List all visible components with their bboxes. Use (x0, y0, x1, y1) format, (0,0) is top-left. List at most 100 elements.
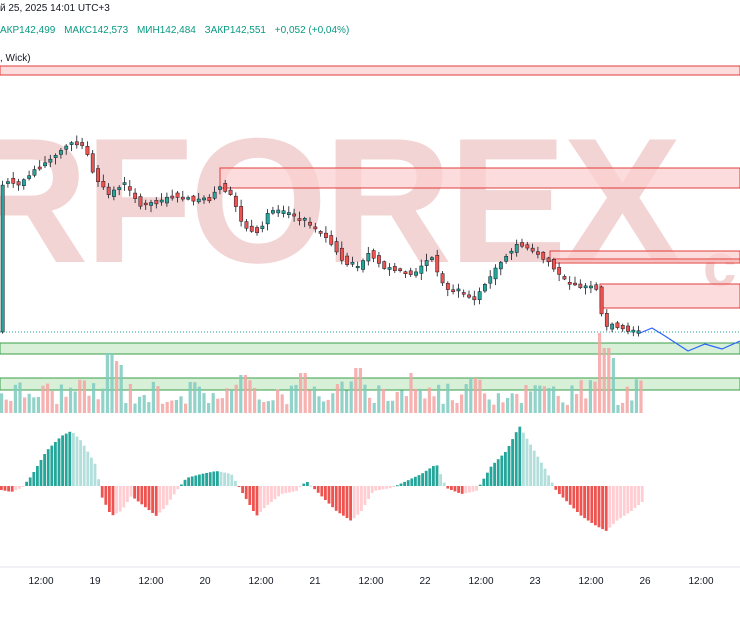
oscillator-bar (50, 445, 54, 486)
candle (292, 208, 297, 222)
oscillator-bar (97, 479, 100, 486)
oscillator-bar (309, 485, 313, 487)
candle-body (69, 142, 74, 145)
volume-bar (322, 401, 326, 413)
oscillator-bar (392, 486, 396, 487)
oscillator-bar (363, 486, 367, 505)
demand-zone (0, 342, 740, 355)
candle (202, 195, 206, 204)
oscillator-bar (46, 449, 50, 486)
oscillator-bar (543, 468, 547, 486)
candle (239, 199, 244, 227)
oscillator-bar (504, 452, 507, 486)
candle (536, 246, 540, 259)
volume-bar (556, 395, 560, 413)
volume-bar (211, 393, 215, 413)
oscillator-bar (424, 470, 428, 486)
candle (96, 165, 100, 187)
volume-bar (78, 379, 82, 413)
candle (477, 287, 482, 305)
candle-body (133, 192, 138, 199)
oscillator-bar (345, 486, 349, 519)
oscillator-bar (262, 486, 266, 509)
oscillator-bar (525, 438, 529, 486)
volume-bar (18, 382, 22, 413)
candle-body (96, 168, 100, 183)
candle-body (345, 255, 350, 265)
volume-bar (575, 394, 579, 413)
oscillator-bar (115, 486, 118, 514)
candle (456, 283, 461, 298)
candle (175, 191, 180, 203)
volume-bar (32, 397, 36, 413)
volume-bar (197, 386, 201, 413)
candle-body (424, 260, 429, 266)
candle-body (530, 247, 535, 252)
candle-body (573, 282, 577, 286)
oscillator-bar (133, 486, 136, 499)
candle (350, 256, 355, 268)
candle-body (461, 292, 466, 295)
candle-body (366, 253, 371, 262)
candle-body (419, 265, 424, 274)
candle (366, 246, 371, 266)
candle-body (212, 191, 217, 199)
oscillator-bar (324, 486, 327, 500)
candle (392, 262, 397, 273)
oscillator-bar (72, 433, 75, 486)
volume-bar (400, 390, 404, 413)
candle-body (477, 291, 482, 300)
candle-body (101, 181, 106, 188)
volume-bar (271, 400, 275, 413)
candle-body (392, 266, 397, 271)
candle-body (286, 212, 291, 215)
oscillator-bar (140, 486, 144, 505)
volume-bar (101, 388, 105, 413)
volume-bar (0, 393, 4, 413)
candles-layer[interactable] (0, 135, 641, 337)
candle (435, 249, 440, 277)
candle-body (149, 202, 153, 206)
volume-bar (381, 388, 385, 413)
candle-body (589, 285, 593, 289)
oscillator-bar (468, 486, 471, 493)
candle (594, 282, 599, 292)
candle (578, 279, 583, 290)
volume-bar (225, 388, 229, 413)
candle-body (16, 181, 21, 186)
x-tick-label: 12:00 (138, 576, 163, 587)
volume-bar (372, 402, 376, 413)
candle (69, 141, 74, 152)
oscillator-bar (496, 459, 500, 486)
volume-bar (335, 384, 339, 413)
candle-body (32, 169, 37, 176)
oscillator-bar (259, 486, 262, 512)
oscillator-bar (522, 432, 525, 486)
oscillator-bar (111, 486, 115, 516)
candle (127, 180, 132, 197)
oscillator-bar (10, 486, 14, 492)
oscillator-bar (39, 460, 43, 486)
candle-body (382, 261, 387, 269)
oscillator-bar (284, 486, 288, 494)
oscillator-bar (295, 486, 298, 491)
oscillator-bar (612, 486, 615, 524)
volume-bar (105, 353, 109, 413)
oscillator-bar (399, 483, 403, 486)
volume-bar (59, 384, 63, 413)
oscillator-bar (374, 486, 378, 491)
candle-body (106, 186, 111, 195)
oscillator-bar (86, 451, 90, 486)
candle (525, 241, 530, 251)
oscillator-bar (230, 474, 234, 486)
ohlc-open: АКР142,499 (0, 25, 56, 36)
volume-bar (230, 390, 234, 413)
candle-body (551, 259, 556, 270)
oscillator-bar (255, 486, 259, 516)
candle-body (430, 257, 434, 260)
candle-body (127, 186, 132, 191)
x-tick-label: 12:00 (28, 576, 53, 587)
oscillator-bar (396, 485, 399, 487)
